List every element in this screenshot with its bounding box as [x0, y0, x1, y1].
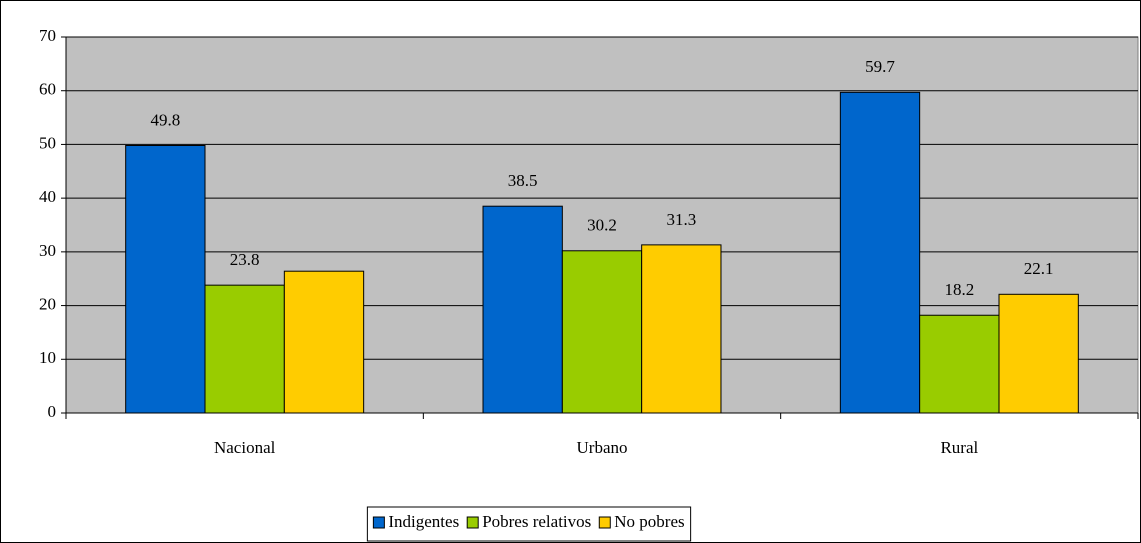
y-tick-label: 20	[39, 294, 56, 313]
legend-label: Pobres relativos	[482, 512, 591, 531]
y-tick-label: 10	[39, 348, 56, 367]
x-tick-label: Urbano	[577, 438, 628, 457]
y-tick-label: 40	[39, 187, 56, 206]
y-tick-label: 60	[39, 80, 56, 99]
y-tick-label: 0	[48, 402, 57, 421]
bar	[641, 244, 722, 414]
y-tick-label: 30	[39, 241, 56, 260]
legend-box	[366, 506, 692, 542]
bar	[839, 91, 921, 414]
legend: Indigentes Pobres relativos No pobres	[366, 506, 692, 542]
bar	[482, 205, 563, 414]
legend-label: No pobres	[614, 512, 684, 531]
data-label: 30.2	[587, 216, 617, 235]
y-tick-label: 70	[39, 26, 56, 45]
data-label: 59.7	[865, 57, 895, 76]
bar	[125, 145, 206, 414]
data-label: 49.8	[150, 110, 180, 129]
legend-label: Indigentes	[388, 512, 459, 531]
legend-swatch	[598, 516, 611, 529]
bar	[283, 270, 365, 414]
legend-swatch	[372, 516, 385, 529]
x-tick-label: Rural	[940, 438, 978, 457]
bar	[998, 293, 1079, 414]
bar	[561, 250, 643, 414]
data-label: 18.2	[944, 280, 974, 299]
data-label: 31.3	[666, 210, 696, 229]
x-tick-label: Nacional	[214, 438, 276, 457]
data-label: 23.8	[230, 250, 260, 269]
legend-swatch	[466, 516, 479, 529]
bar	[204, 284, 285, 414]
data-label: 22.1	[1024, 259, 1054, 278]
bar	[919, 314, 1000, 414]
y-tick-label: 50	[39, 133, 56, 152]
data-label: 38.5	[508, 171, 538, 190]
